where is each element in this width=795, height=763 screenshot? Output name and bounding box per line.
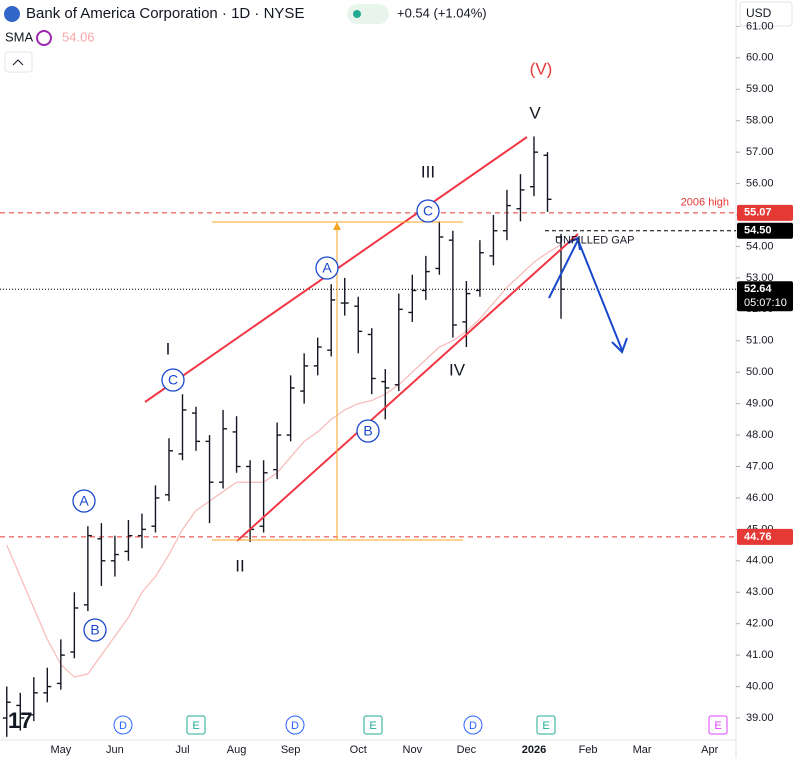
- sma-line: [6, 244, 562, 678]
- channel-bottom: [236, 233, 579, 542]
- event-label: E: [542, 720, 549, 732]
- event-marker[interactable]: [186, 715, 206, 735]
- event-marker[interactable]: [113, 715, 133, 735]
- level-note: UNFILLED GAP: [555, 235, 634, 247]
- event-label: E: [369, 720, 376, 732]
- y-tick-label: 48.00: [746, 429, 774, 441]
- wave-label: C: [168, 372, 178, 388]
- y-tick-label: 43.00: [746, 586, 774, 598]
- x-tick-label: Jun: [106, 744, 124, 756]
- event-marker[interactable]: [285, 715, 305, 735]
- currency-button[interactable]: [739, 1, 793, 27]
- x-tick-label: Aug: [227, 744, 247, 756]
- wave-label: C: [423, 203, 433, 219]
- status-badge: [347, 4, 389, 24]
- x-tick-label: Nov: [403, 744, 423, 756]
- y-tick-label: 39.00: [746, 712, 774, 724]
- symbol-title: Bank of America Corporation · 1D · NYSE: [26, 5, 304, 22]
- y-tick-label: 47.00: [746, 460, 774, 472]
- price-label-box: [737, 528, 793, 545]
- price-label: 52.64: [744, 283, 772, 295]
- wave-circle: [72, 489, 96, 513]
- collapse-button[interactable]: [4, 51, 33, 73]
- wave-label: B: [90, 622, 99, 638]
- y-tick-label: 60.00: [746, 52, 774, 64]
- price-label-box: [737, 281, 793, 312]
- y-tick-label: 59.00: [746, 83, 774, 95]
- arrow-head: [567, 236, 581, 251]
- collapse-icon: [12, 59, 24, 66]
- y-tick-label: 61.00: [746, 20, 774, 32]
- indicator-value: 54.06: [62, 29, 95, 44]
- event-label: D: [291, 720, 299, 732]
- event-label: E: [192, 720, 199, 732]
- event-marker[interactable]: [463, 715, 483, 735]
- wave-label: A: [79, 493, 89, 509]
- price-change: +0.54 (+1.04%): [397, 5, 487, 20]
- x-tick-label: Mar: [633, 744, 652, 756]
- wave-circle: [356, 419, 380, 443]
- wave-circle: [83, 618, 107, 642]
- wave-label: IV: [449, 360, 466, 379]
- price-label: 44.76: [744, 531, 772, 543]
- symbol-logo: [4, 6, 20, 22]
- event-marker[interactable]: [536, 715, 556, 735]
- event-label: E: [714, 720, 721, 732]
- x-tick-label: May: [50, 744, 71, 756]
- arrow-head: [611, 337, 628, 354]
- price-label-box: [737, 222, 793, 239]
- y-tick-label: 57.00: [746, 146, 774, 158]
- wave-label: V: [529, 103, 541, 122]
- x-tick-label: Dec: [457, 744, 477, 756]
- y-tick-label: 40.00: [746, 680, 774, 692]
- wave-label: A: [322, 260, 332, 276]
- y-tick-label: 46.00: [746, 492, 774, 504]
- y-tick-label: 42.00: [746, 618, 774, 630]
- indicator-icon: [36, 30, 52, 46]
- level-note: 2006 high: [681, 197, 729, 209]
- event-marker[interactable]: [708, 715, 728, 735]
- wave-circle: [161, 368, 185, 392]
- x-tick-label: Apr: [701, 744, 718, 756]
- wave-label: B: [363, 423, 372, 439]
- y-tick-label: 44.00: [746, 555, 774, 567]
- x-tick-label: Feb: [579, 744, 598, 756]
- x-tick-label: 2026: [522, 744, 546, 756]
- y-tick-label: 51.00: [746, 335, 774, 347]
- measure-arrow: [333, 222, 341, 230]
- x-tick-label: Jul: [175, 744, 189, 756]
- plot: [0, 136, 736, 737]
- y-tick-label: 53.00: [746, 272, 774, 284]
- x-tick-label: Oct: [350, 744, 367, 756]
- y-tick-label: 49.00: [746, 398, 774, 410]
- countdown: 05:07:10: [744, 297, 787, 309]
- y-tick-label: 41.00: [746, 649, 774, 661]
- currency: USD: [746, 6, 772, 20]
- y-tick-label: 58.00: [746, 115, 774, 127]
- wave-label: II: [235, 556, 244, 575]
- tv-logo: 17: [8, 708, 32, 733]
- wave-label: I: [166, 339, 171, 358]
- y-tick-label: 56.00: [746, 177, 774, 189]
- event-label: D: [119, 720, 127, 732]
- x-tick-label: Sep: [281, 744, 301, 756]
- price-label: 54.50: [744, 225, 772, 237]
- status-dot: [353, 10, 361, 18]
- price-label: 55.07: [744, 207, 772, 219]
- price-label-box: [737, 204, 793, 221]
- wave-label: (V): [530, 59, 553, 78]
- wave-circle: [416, 199, 440, 223]
- event-label: D: [469, 720, 477, 732]
- y-tick-label: 54.00: [746, 240, 774, 252]
- wave-label: III: [421, 162, 435, 181]
- indicator-name: SMA: [5, 29, 34, 44]
- event-marker[interactable]: [363, 715, 383, 735]
- y-tick-label: 50.00: [746, 366, 774, 378]
- wave-circle: [315, 256, 339, 280]
